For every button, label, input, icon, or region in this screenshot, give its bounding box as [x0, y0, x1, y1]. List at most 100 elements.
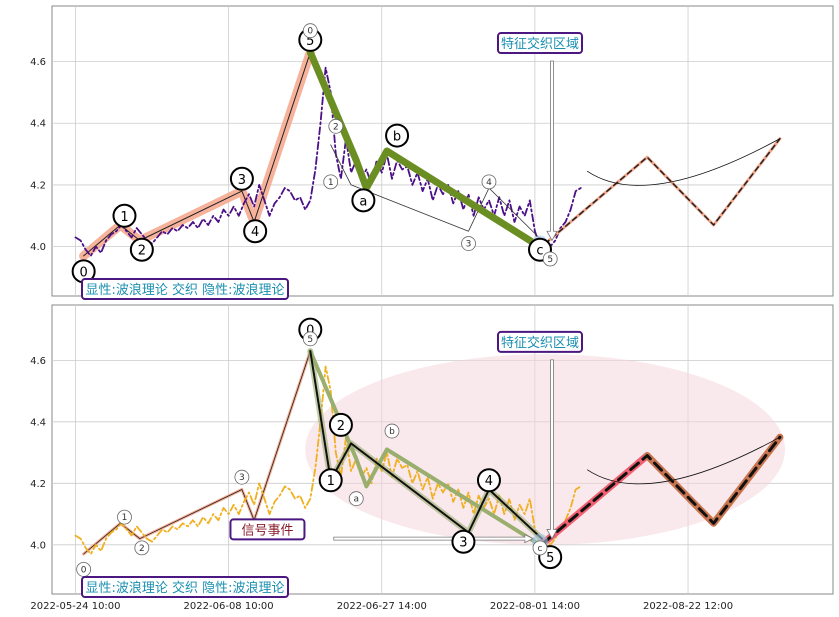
y-tick-label: 4.4 [30, 417, 46, 428]
wave-label-text: 4 [485, 474, 493, 489]
x-tick-label: 2022-05-24 10:00 [30, 601, 120, 612]
wave-label-4: 4 [481, 174, 497, 190]
wave-label-1: 1 [323, 174, 339, 190]
wave-label-text: 0 [306, 324, 314, 339]
wave-label-c: c [532, 540, 548, 556]
projection-line [543, 435, 782, 544]
wave-label-3: 3 [451, 529, 476, 554]
wave-label-circle [532, 540, 548, 556]
wave-label-1: 1 [318, 468, 343, 493]
wave-label-text: 5 [306, 34, 314, 49]
wave-label-circle [348, 491, 364, 507]
wave-label-circle [323, 174, 339, 190]
y-tick-label: 4.0 [30, 540, 46, 551]
wave-label-text: 2 [138, 244, 146, 259]
wave-label-3: 3 [229, 166, 254, 191]
caption-box [81, 576, 289, 598]
caption-label: 显性:波浪理论 交织 隐性:波浪理论 [81, 576, 289, 598]
wave-label-text: 4 [251, 225, 259, 240]
wave-label-circle [385, 123, 410, 148]
wave-label-2: 2 [129, 237, 154, 262]
price-line [74, 66, 582, 257]
wave-label-text: 0 [80, 265, 88, 280]
wave-label-4: 4 [476, 468, 501, 493]
feature-zone-text: 特征交织区域 [501, 36, 579, 52]
y-tick-label: 4.0 [30, 242, 46, 253]
wave-label-0: 0 [302, 23, 318, 39]
wave-label-text: 3 [238, 173, 246, 188]
wave-label-circle [461, 236, 476, 251]
feature-ellipse [305, 354, 786, 545]
wave-label-text: 1 [120, 210, 128, 225]
wave-label-circle [328, 118, 344, 134]
wave-label-text: 1 [122, 513, 128, 523]
wave-label-text: b [389, 427, 395, 437]
wave-label-2: 2 [328, 412, 353, 437]
wave-label-text: 2 [337, 419, 345, 434]
wave-label-circle [451, 529, 476, 554]
feature-zone-label: 特征交织区域 [496, 330, 583, 353]
projection-line [544, 137, 781, 245]
wave-label-circle [328, 412, 353, 437]
wave-label-circle [112, 203, 137, 228]
wave-label-circle [302, 23, 318, 39]
feature-zone-box [496, 330, 583, 353]
plot-area [51, 5, 834, 297]
wave-label-text: 4 [486, 178, 492, 188]
caption-text: 显性:波浪理论 交织 隐性:波浪理论 [85, 580, 284, 596]
wave-thin-line [83, 350, 311, 555]
feature-arrow [546, 359, 558, 540]
y-tick-label: 4.2 [30, 180, 46, 191]
y-tick-label: 4.2 [30, 479, 46, 490]
x-tick-label: 2022-06-27 14:00 [337, 601, 427, 612]
wave-label-circle [542, 251, 558, 267]
wave-label-text: 5 [547, 255, 553, 265]
wave-label-a: a [351, 188, 376, 213]
wave-label-circle [318, 468, 343, 493]
wave-label-circle [234, 469, 250, 485]
wave-label-text: 2 [333, 122, 339, 132]
wave-label-5: 5 [542, 251, 558, 267]
wave-label-circle [129, 237, 154, 262]
wave-label-circle [302, 331, 318, 347]
wave-label-5: 5 [302, 331, 318, 347]
projection-arc [586, 436, 781, 485]
feature-zone-text: 特征交织区域 [501, 335, 579, 351]
signal-event-box [229, 518, 306, 541]
x-tick-label: 2022-08-22 12:00 [643, 601, 733, 612]
wave-label-text: a [359, 194, 367, 209]
wave-label-0: 0 [76, 562, 92, 577]
caption-text: 显性:波浪理论 交织 隐性:波浪理论 [85, 282, 284, 298]
wave-label-text: 5 [307, 335, 313, 345]
wave-label-1: 1 [117, 509, 132, 525]
wave-label-text: c [538, 544, 543, 554]
price-line [74, 365, 582, 555]
wave-label-text: 1 [327, 474, 335, 489]
feature-zone-box [496, 32, 583, 55]
projection-arc [586, 138, 781, 186]
wave-label-circle [476, 468, 501, 493]
wave-label-text: 5 [546, 551, 554, 566]
feature-zone-label: 特征交织区域 [496, 32, 583, 55]
wave-label-text: 3 [466, 240, 472, 250]
wave-thin-line [330, 144, 546, 245]
y-tick-label: 4.6 [30, 356, 46, 367]
wave-label-b: b [385, 123, 410, 148]
wave-label-a: a [348, 491, 364, 507]
wave-label-4: 4 [243, 219, 268, 244]
wave-label-text: b [393, 130, 401, 145]
wave-label-text: a [353, 495, 359, 505]
y-tick-label: 4.6 [30, 57, 46, 68]
signal-event-text: 信号事件 [241, 523, 293, 538]
wave-label-text: 1 [328, 178, 334, 188]
wave-label-text: 0 [307, 27, 313, 37]
wave-label-circle [243, 219, 268, 244]
wave-label-3: 3 [461, 236, 476, 251]
caption-label: 显性:波浪理论 交织 隐性:波浪理论 [81, 278, 289, 300]
wave-salmon-line [83, 51, 311, 257]
panel-bottom: 4.04.24.44.6021345012345abc特征交织区域信号事件显性:… [30, 304, 834, 598]
wave-label-b: b [384, 423, 400, 439]
caption-box [81, 278, 289, 300]
wave-label-2: 2 [328, 118, 344, 134]
